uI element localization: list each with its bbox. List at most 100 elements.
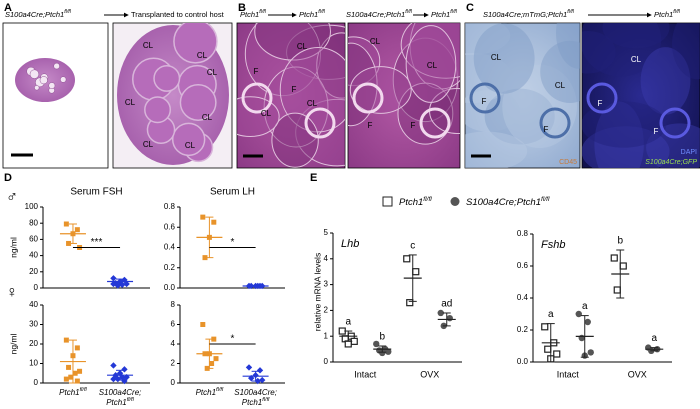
data-point xyxy=(74,345,80,351)
data-point xyxy=(110,275,117,282)
follicle xyxy=(539,107,571,139)
group-letter: c xyxy=(410,241,415,252)
legend-label-main: Ptch1 xyxy=(399,197,423,208)
data-point xyxy=(379,349,386,357)
tissue-region xyxy=(602,23,670,49)
tissue-region xyxy=(502,64,577,149)
y-tick-label: 0 xyxy=(324,357,329,366)
data-point xyxy=(121,366,128,373)
corpus-luteum xyxy=(179,84,217,122)
micrograph xyxy=(2,22,109,169)
tissue-region xyxy=(254,23,331,61)
significance-label: * xyxy=(231,334,235,345)
significance-label: * xyxy=(231,237,235,248)
data-point xyxy=(544,345,552,353)
y-tick-label: 0 xyxy=(171,378,176,387)
superscript: fl/fl xyxy=(259,9,267,15)
tissue-region xyxy=(640,47,691,115)
data-point xyxy=(114,375,122,383)
donor-genotype-main: S100a4Cre;Ptch1 xyxy=(5,10,64,19)
host-label-main: Ptch1 xyxy=(299,10,318,19)
follicle xyxy=(60,76,67,83)
host-label-main: Ptch1 xyxy=(654,10,673,19)
data-point xyxy=(200,214,206,220)
group-letter: a xyxy=(548,309,554,320)
y-tick-label: 1 xyxy=(324,331,329,340)
data-point xyxy=(256,367,264,374)
donor-genotype: Ptch1fl/fl xyxy=(240,9,267,19)
y-tick-label: 0.4 xyxy=(164,243,176,252)
follicle xyxy=(419,107,451,139)
tissue-region xyxy=(465,23,511,56)
tissue-region xyxy=(316,32,345,99)
tissue-region xyxy=(556,23,580,69)
data-point xyxy=(123,280,130,288)
tissue-region xyxy=(286,24,345,80)
tissue-label: CL xyxy=(370,37,381,46)
y-tick-label: 0.0 xyxy=(517,357,529,366)
tissue-region xyxy=(465,52,513,104)
significance-label: *** xyxy=(91,237,103,248)
superscript: fl/fl xyxy=(216,387,224,393)
superscript: fl/fl xyxy=(318,9,326,15)
tissue-region xyxy=(405,25,457,103)
follicle xyxy=(34,85,40,91)
data-point xyxy=(66,240,72,246)
data-point xyxy=(121,377,128,385)
data-point xyxy=(213,356,219,362)
x-tick-label: Ptch1fl/fl xyxy=(106,397,134,407)
tissue-region xyxy=(582,126,670,168)
data-point xyxy=(63,221,69,227)
data-point xyxy=(209,361,215,366)
data-point xyxy=(63,376,69,382)
tissue-label: CL xyxy=(261,109,272,118)
x-tick-label: OVX xyxy=(420,369,439,379)
tissue-region xyxy=(400,23,460,79)
y-tick-label: 8 xyxy=(171,300,176,309)
follicle xyxy=(241,82,273,114)
host-label: Ptch1fl/fl xyxy=(299,9,326,19)
y-tick-label: 100 xyxy=(25,202,39,211)
y-tick-label: 30 xyxy=(29,320,38,329)
x-tick-label: Ptch1fl/fl xyxy=(242,397,270,407)
panel-label: B xyxy=(238,2,246,14)
tissue-label: CL xyxy=(125,98,136,107)
tissue-region xyxy=(392,37,458,123)
data-point xyxy=(403,255,411,263)
tissue-label: F xyxy=(544,125,549,134)
tissue-label: F xyxy=(292,85,297,94)
tissue-region xyxy=(582,23,662,77)
group-letter: ad xyxy=(441,299,452,310)
x-tick-label-main: Ptch1 xyxy=(242,398,262,407)
data-point xyxy=(77,368,83,374)
group-letter: a xyxy=(345,317,351,328)
y-tick-label: 0.4 xyxy=(517,293,529,302)
legend-marker xyxy=(450,197,460,206)
x-tick-label: Ptch1fl/fl xyxy=(59,387,87,397)
y-tick-label: 10 xyxy=(29,359,38,368)
superscript: fl/fl xyxy=(262,397,270,403)
superscript: fl/fl xyxy=(541,196,550,203)
superscript: fl/fl xyxy=(423,196,432,203)
chart-title: Serum FSH xyxy=(70,187,122,198)
group-letter: a xyxy=(582,301,588,312)
data-point xyxy=(66,364,72,370)
follicle xyxy=(352,82,384,114)
tissue-label: CL xyxy=(202,113,213,122)
legend-label: Ptch1fl/fl xyxy=(399,196,432,208)
tissue-label: CL xyxy=(491,53,502,62)
micrograph-texture xyxy=(348,23,460,145)
corpus-luteum xyxy=(173,23,218,64)
y-tick-label: 4 xyxy=(171,339,176,348)
data-point xyxy=(584,318,591,326)
micrograph-texture xyxy=(465,23,580,168)
y-tick-label: 0.2 xyxy=(164,263,176,272)
x-tick-label: OVX xyxy=(628,369,647,379)
data-point xyxy=(385,348,392,355)
follicle xyxy=(469,82,501,114)
y-tick-label: 0 xyxy=(34,378,39,387)
group-letter: a xyxy=(651,333,657,344)
tissue-label: CL xyxy=(555,81,566,90)
y-tick-label: 0.0 xyxy=(164,283,176,292)
